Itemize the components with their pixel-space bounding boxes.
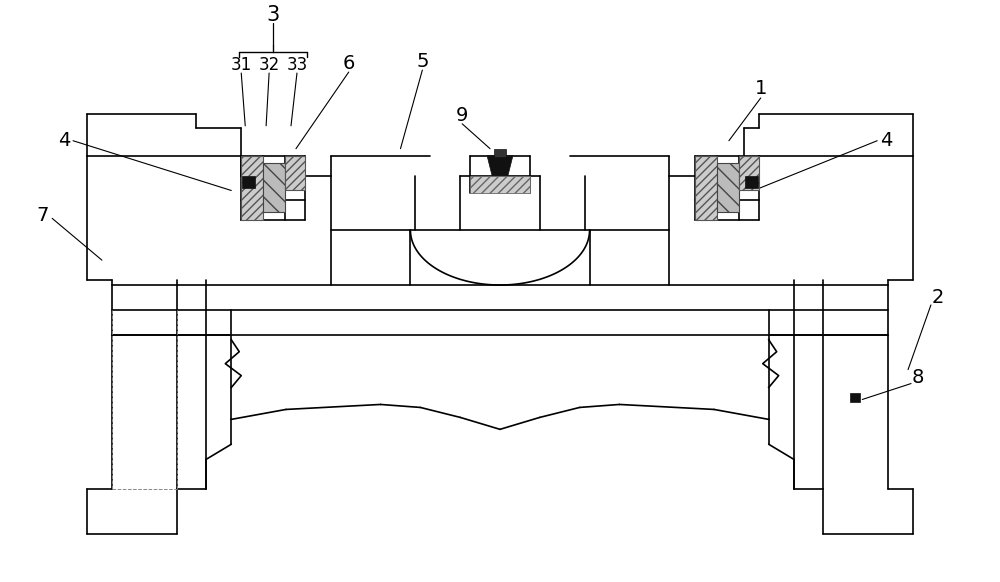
Text: 2: 2	[932, 289, 944, 307]
Text: 9: 9	[456, 107, 468, 125]
Bar	[285, 155, 305, 190]
Text: 31: 31	[231, 56, 252, 74]
Text: 5: 5	[416, 52, 429, 70]
Text: 7: 7	[36, 206, 48, 225]
Text: 3: 3	[266, 5, 280, 26]
Bar	[241, 155, 263, 221]
Bar	[850, 392, 860, 403]
Text: 1: 1	[755, 80, 767, 98]
Text: 33: 33	[286, 56, 308, 74]
Text: 4: 4	[58, 131, 70, 150]
Bar	[494, 148, 506, 157]
Text: 4: 4	[880, 131, 892, 150]
Bar	[263, 162, 285, 212]
Bar	[695, 155, 717, 221]
Bar	[717, 162, 739, 212]
Bar	[470, 176, 530, 193]
Bar	[745, 176, 758, 189]
Text: 32: 32	[258, 56, 280, 74]
Text: 8: 8	[912, 368, 924, 387]
Polygon shape	[487, 155, 513, 176]
Bar	[739, 155, 759, 190]
Text: 6: 6	[343, 54, 355, 73]
Bar	[242, 176, 255, 189]
